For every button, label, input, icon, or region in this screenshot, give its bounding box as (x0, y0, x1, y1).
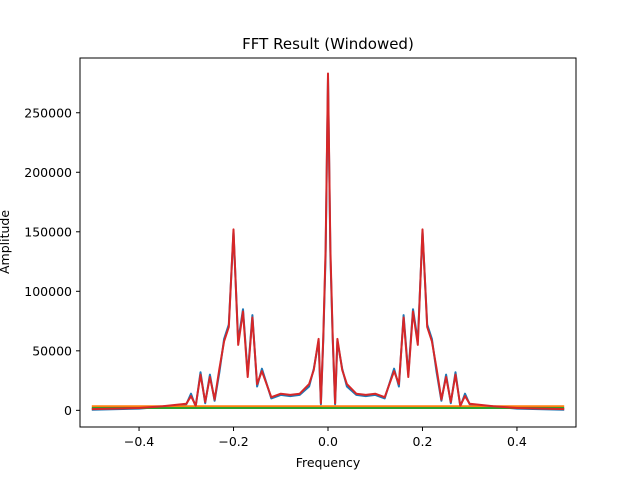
x-tick-label: 0.4 (507, 434, 527, 449)
plot-area (91, 72, 565, 411)
x-tick-label: −0.2 (218, 434, 248, 449)
y-tick-label: 250000 (24, 105, 72, 120)
y-tick-label: 150000 (24, 224, 72, 239)
chart-title: FFT Result (Windowed) (242, 35, 414, 53)
y-tick-label: 50000 (32, 343, 72, 358)
series-line-4 (91, 72, 565, 411)
y-tick-label: 200000 (24, 165, 72, 180)
x-tick-label: −0.4 (124, 434, 154, 449)
y-axis: 0 50000 100000 150000 200000 250000 (24, 105, 80, 418)
x-tick-label: 0.0 (318, 434, 338, 449)
y-tick-label: 0 (64, 403, 72, 418)
y-axis-label: Amplitude (0, 210, 12, 274)
x-tick-label: 0.2 (413, 434, 433, 449)
x-axis: −0.4 −0.2 0.0 0.2 0.4 (124, 427, 527, 449)
y-tick-label: 100000 (24, 284, 72, 299)
x-axis-label: Frequency (296, 455, 361, 470)
